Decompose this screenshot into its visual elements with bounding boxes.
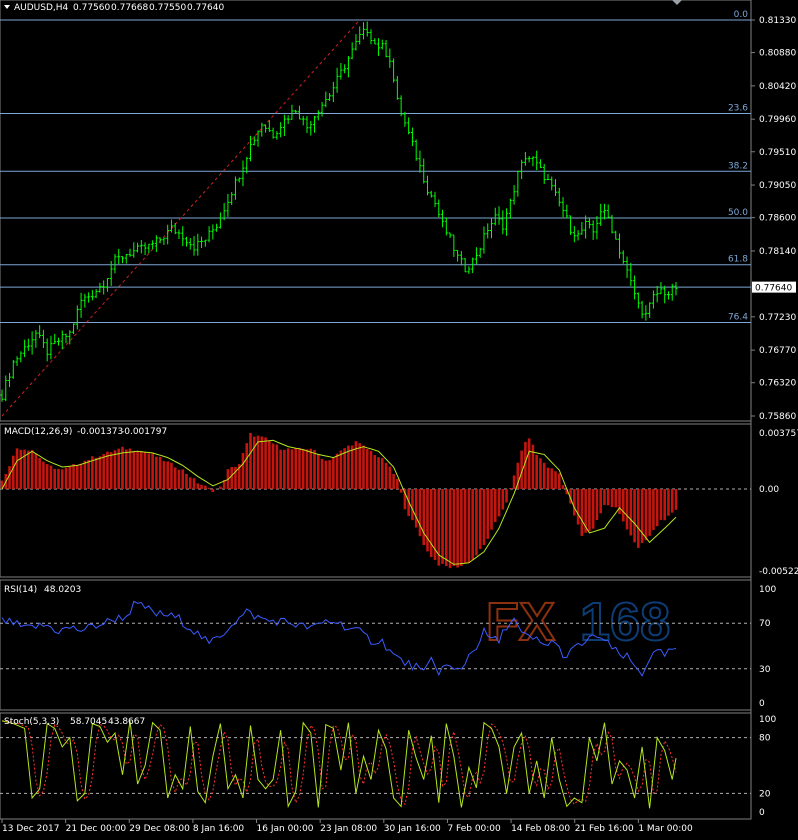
- time-tick-label: 16 Jan 00:00: [257, 824, 314, 834]
- current-price-label: 0.77640: [755, 284, 792, 294]
- rsi-tick-label: 100: [759, 585, 776, 595]
- fibonacci-levels: 0.0 23.6 38.2 50.0 61.8 76.4: [0, 10, 751, 417]
- rsi-line: 100 70 30 0: [0, 585, 776, 709]
- price-tick-label: 0.80880: [759, 49, 796, 59]
- time-tick-label: 8 Jan 16:00: [193, 824, 245, 834]
- stoch-tick-label: 80: [759, 734, 771, 744]
- collapse-triangle-icon[interactable]: [4, 5, 10, 9]
- macd-signal-line: [1, 439, 677, 565]
- macd-histogram: 0.003757 0.00 -0.005224: [0, 429, 798, 577]
- current-price-box: [752, 281, 796, 293]
- price-axis: 0.81330 0.80880 0.80420 0.79960 0.79510 0.790…: [751, 16, 796, 422]
- price-tick-label: 0.76770: [759, 346, 796, 356]
- stoch-signal-value: 43.8667: [108, 717, 145, 727]
- stoch-tick-label: 100: [759, 715, 776, 725]
- stoch-name: Stoch(5,3,3): [4, 717, 59, 727]
- time-tick-label: 29 Dec 08:00: [129, 824, 190, 834]
- macd-header: MACD(12,26,9) -0.001373 -0.001797: [4, 427, 167, 437]
- watermark-168: 168: [580, 592, 670, 652]
- macd-signal-value: -0.001797: [121, 427, 167, 437]
- fib-label: 50.0: [728, 208, 748, 218]
- rsi-name: RSI(14): [4, 585, 37, 595]
- price-panel-frame: [0, 0, 752, 422]
- symbol-label: AUDUSD,H4: [14, 3, 69, 13]
- time-tick-label: 23 Jan 08:00: [320, 824, 377, 834]
- macd-name: MACD(12,26,9): [4, 427, 72, 437]
- watermark-fx: FX: [486, 592, 555, 652]
- fib-label: 76.4: [728, 313, 748, 323]
- fib-label: 61.8: [728, 255, 748, 265]
- watermark-logo: FX 168: [485, 591, 671, 653]
- stoch-tick-label: 0: [759, 808, 765, 818]
- stoch-lines: 100 80 20 0: [0, 715, 776, 818]
- fib-label: 38.2: [728, 161, 748, 171]
- stoch-main-value: 58.7045: [70, 717, 107, 727]
- fib-label: 23.6: [728, 103, 748, 113]
- fib-label: 0.0: [734, 10, 749, 20]
- price-tick-label: 0.78600: [759, 214, 796, 224]
- stoch-panel-frame: [0, 712, 752, 820]
- macd-main-value: -0.001373: [77, 427, 123, 437]
- time-tick-label: 21 Dec 00:00: [66, 824, 127, 834]
- price-tick-label: 0.79510: [759, 148, 796, 158]
- macd-tick-label: -0.005224: [759, 567, 798, 577]
- time-tick-label: 7 Feb 00:00: [447, 824, 501, 834]
- price-tick-label: 0.77230: [759, 313, 796, 323]
- macd-tick-label: 0.003757: [759, 429, 798, 439]
- price-tick-label: 0.81330: [759, 16, 796, 26]
- current-price-marker: 0.77640: [752, 281, 796, 294]
- scroll-marker-icon[interactable]: [672, 0, 682, 5]
- price-bars: [0, 21, 678, 402]
- low-value: 0.77550: [149, 3, 186, 13]
- price-header: AUDUSD,H4 0.77560 0.77668 0.77550 0.7764…: [4, 3, 224, 13]
- price-tick-label: 0.78140: [759, 247, 796, 257]
- rsi-tick-label: 0: [759, 699, 765, 709]
- rsi-line-path: [1, 600, 677, 677]
- price-tick-label: 0.76320: [759, 379, 796, 389]
- rsi-tick-label: 30: [759, 665, 771, 675]
- time-tick-label: 14 Feb 08:00: [511, 824, 570, 834]
- price-tick-label: 0.79050: [759, 181, 796, 191]
- price-tick-label: 0.80420: [759, 82, 796, 92]
- stoch-main-line: [1, 720, 677, 809]
- time-tick-label: 13 Dec 2017: [2, 824, 60, 834]
- rsi-header: RSI(14) 48.0203: [4, 585, 81, 595]
- high-value: 0.77668: [111, 3, 148, 13]
- close-value: 0.77640: [187, 3, 224, 13]
- rsi-value: 48.0203: [44, 585, 81, 595]
- price-tick-label: 0.75860: [759, 412, 796, 422]
- price-tick-label: 0.79960: [759, 115, 796, 125]
- stoch-signal-line: [2, 720, 677, 806]
- stoch-header: Stoch(5,3,3) 58.7045 43.8667: [4, 717, 145, 727]
- rsi-tick-label: 70: [759, 619, 771, 629]
- time-axis: 13 Dec 2017 21 Dec 00:00 29 Dec 08:00 8 Jan…: [1, 819, 693, 834]
- stoch-tick-label: 20: [759, 789, 771, 799]
- open-value: 0.77560: [73, 3, 110, 13]
- time-tick-label: 30 Jan 16:00: [384, 824, 441, 834]
- macd-tick-label: 0.00: [759, 485, 779, 495]
- fib-trend-line: [1, 19, 361, 417]
- time-tick-label: 21 Feb 16:00: [575, 824, 634, 834]
- time-tick-label: 1 Mar 00:00: [638, 824, 693, 834]
